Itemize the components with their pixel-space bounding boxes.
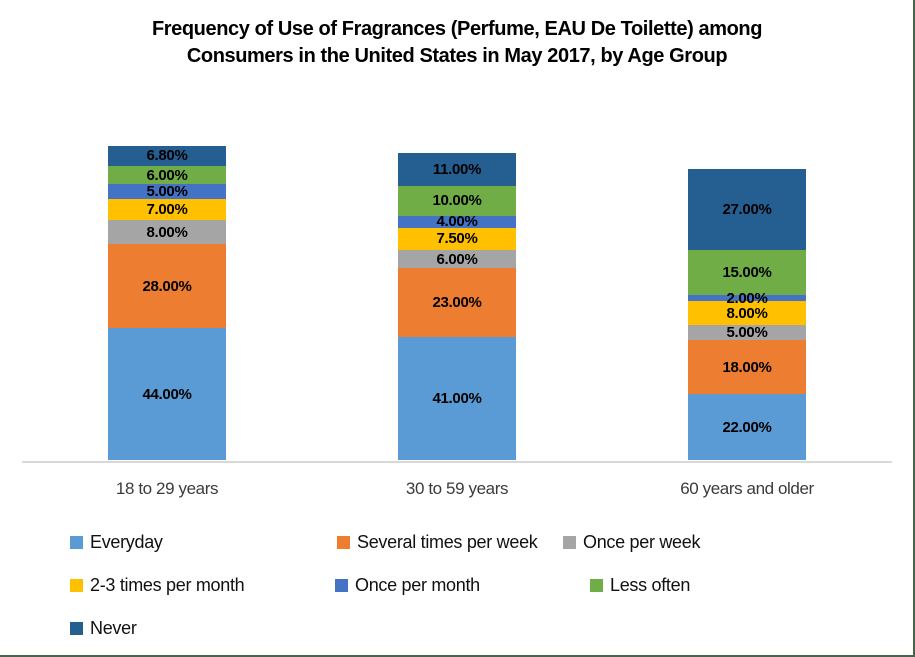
legend-swatch-icon [335, 578, 348, 592]
legend-label: 2-3 times per month [90, 574, 245, 595]
legend-label: Everyday [90, 531, 163, 552]
legend-swatch-icon [70, 578, 83, 592]
data-label: 10.00% [432, 192, 482, 209]
data-label: 8.00% [146, 223, 188, 241]
legend-swatch-icon [590, 578, 603, 592]
bar-segment [688, 250, 806, 295]
data-label: 7.50% [436, 230, 478, 248]
legend-item: Once per week [563, 531, 700, 553]
legend-label: Once per week [583, 531, 701, 552]
legend-swatch-icon [70, 621, 83, 635]
data-label: 5.00% [146, 183, 188, 200]
chart-title-line-2: Consumers in the United States in May 20… [186, 45, 728, 67]
legend-label: Less often [610, 574, 691, 595]
legend-swatch-icon [563, 535, 576, 549]
bar-segment [398, 185, 516, 216]
legend-swatch-icon [337, 535, 350, 549]
bar-segment [108, 328, 226, 460]
data-label: 6.00% [146, 166, 188, 184]
x-axis-label-30-59: 30 to 59 years [405, 479, 509, 498]
bar-segment [108, 184, 226, 199]
bar-segment [688, 394, 806, 460]
bar-segment [688, 169, 806, 250]
chart-title-line-1: Frequency of Use of Fragrances (Perfume,… [151, 18, 763, 40]
bar-segment [398, 250, 516, 268]
x-axis-line [22, 461, 892, 463]
data-label: 27.00% [722, 201, 772, 218]
data-label: 2.00% [726, 289, 768, 307]
bar-segment [398, 215, 516, 228]
x-axis-label-60-older: 60 years and older [680, 479, 814, 498]
legend-item: Never [70, 617, 137, 639]
bar-segment [108, 166, 226, 184]
data-label: 11.00% [432, 160, 482, 178]
data-label: 6.80% [146, 147, 188, 165]
bar-segment [108, 145, 226, 166]
bar-segment [398, 337, 516, 460]
bar-segment [688, 295, 806, 301]
bar-segment [398, 268, 516, 337]
legend-label: Several times per week [357, 531, 538, 552]
legend-item: 2-3 times per month [70, 574, 245, 596]
data-label: 4.00% [436, 213, 478, 230]
data-label: 41.00% [432, 390, 482, 407]
bar-segment [688, 301, 806, 325]
bar-segment [688, 325, 806, 340]
stacked-bar: 44.00% 28.00% 8.00% 7.00% 5.00% 6.00% 6.80% [108, 145, 226, 460]
legend-label: Never [90, 617, 137, 638]
legend-swatch-icon [70, 535, 83, 549]
bar-segment [108, 220, 226, 244]
data-label: 22.00% [722, 418, 772, 436]
x-axis-label-18-29: 18 to 29 years [115, 479, 219, 498]
bar-segment [688, 340, 806, 394]
legend-item: Less often [590, 574, 690, 596]
bar-segment [398, 227, 516, 250]
stacked-bar: 22.00% 18.00% 5.00% 8.00% 2.00% 15.00% 27.00% [688, 169, 806, 460]
bar-segment [108, 244, 226, 328]
bar-segment [108, 199, 226, 220]
data-label: 5.00% [726, 324, 768, 341]
legend-item: Several times per week [337, 531, 538, 553]
data-label: 44.00% [142, 385, 192, 403]
chart-title: Frequency of Use of Fragrances (Perfume,… [57, 16, 857, 70]
legend-item: Everyday [70, 531, 163, 553]
data-label: 7.00% [146, 201, 188, 218]
stacked-bar: 41.00% 23.00% 6.00% 7.50% 4.00% 10.00% 11.00% [398, 152, 516, 460]
data-label: 8.00% [726, 304, 768, 322]
legend-label: Once per month [355, 574, 480, 595]
bar-segment [398, 152, 516, 186]
data-label: 18.00% [722, 358, 772, 376]
legend-item: Once per month [335, 574, 480, 596]
data-label: 6.00% [436, 250, 478, 268]
data-label: 23.00% [432, 294, 482, 311]
data-label: 15.00% [722, 264, 772, 281]
data-label: 28.00% [142, 277, 192, 295]
